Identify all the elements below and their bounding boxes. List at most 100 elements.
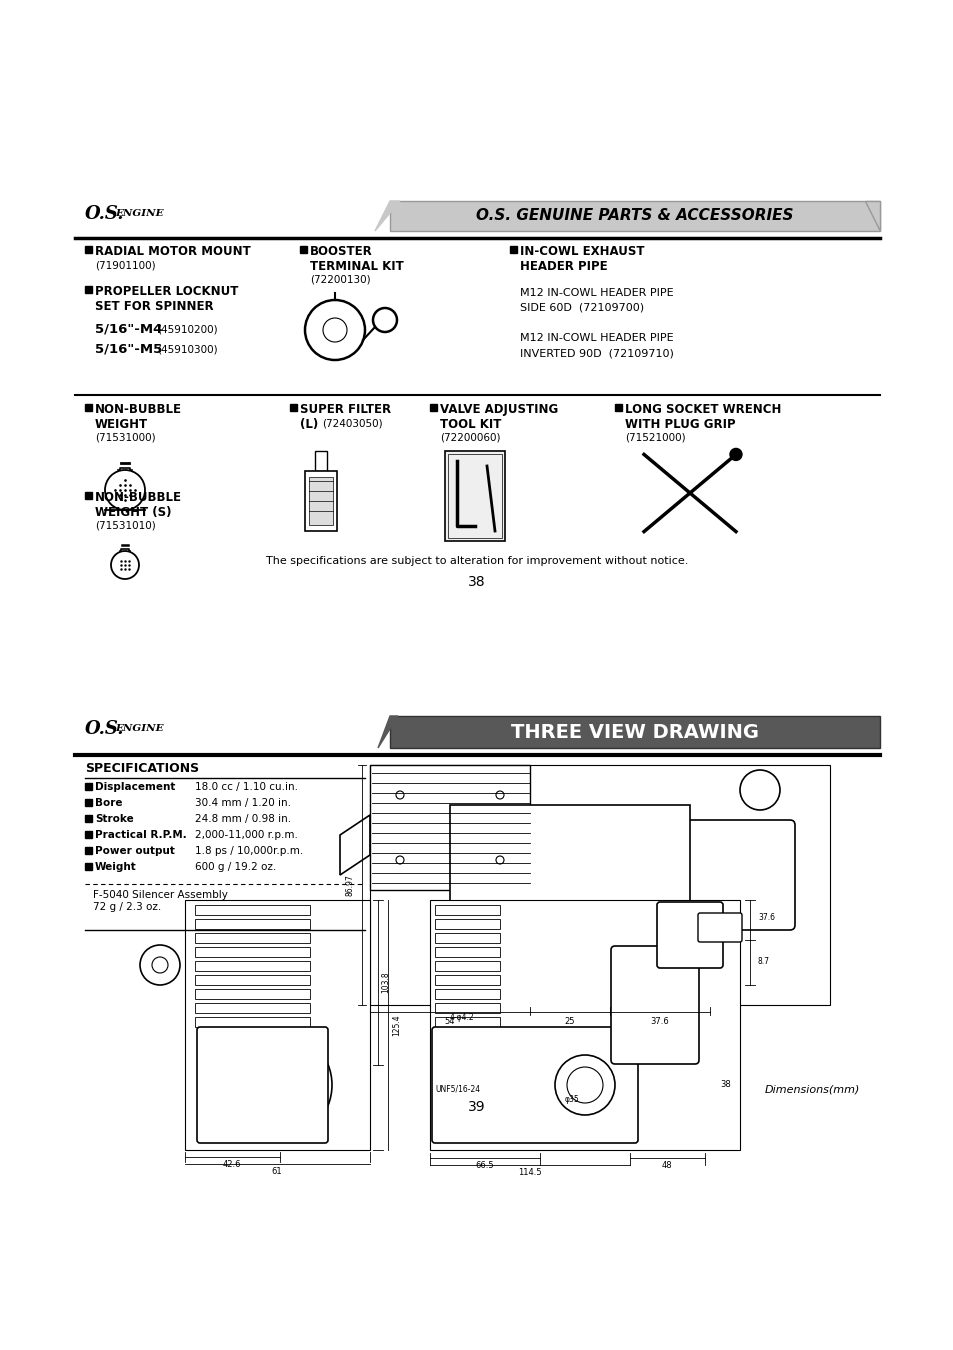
Text: (45910200): (45910200) xyxy=(157,325,217,335)
Text: UNF5/16-24: UNF5/16-24 xyxy=(435,1085,479,1094)
Text: 25: 25 xyxy=(564,1017,575,1026)
Text: 8.7: 8.7 xyxy=(758,957,769,967)
Bar xyxy=(85,815,91,822)
Text: SET FOR SPINNER: SET FOR SPINNER xyxy=(95,300,213,313)
FancyBboxPatch shape xyxy=(657,902,722,968)
Text: 48: 48 xyxy=(661,1161,672,1170)
Bar xyxy=(85,246,91,252)
FancyBboxPatch shape xyxy=(435,933,499,944)
Text: Stroke: Stroke xyxy=(95,814,133,824)
Text: Weight: Weight xyxy=(95,863,136,872)
Text: (L): (L) xyxy=(299,418,318,431)
Text: 2,000-11,000 r.p.m.: 2,000-11,000 r.p.m. xyxy=(194,830,297,840)
Text: 30.4 mm / 1.20 in.: 30.4 mm / 1.20 in. xyxy=(194,798,291,809)
Text: 114.5: 114.5 xyxy=(517,1168,541,1177)
Text: O.S. GENUINE PARTS & ACCESSORIES: O.S. GENUINE PARTS & ACCESSORIES xyxy=(476,208,793,224)
Text: 600 g / 19.2 oz.: 600 g / 19.2 oz. xyxy=(194,863,276,872)
FancyBboxPatch shape xyxy=(435,961,499,971)
Text: M12 IN-COWL HEADER PIPE: M12 IN-COWL HEADER PIPE xyxy=(519,288,673,298)
Text: (72403050): (72403050) xyxy=(322,418,382,429)
Text: LONG SOCKET WRENCH: LONG SOCKET WRENCH xyxy=(624,404,781,416)
FancyBboxPatch shape xyxy=(435,975,499,985)
FancyBboxPatch shape xyxy=(432,1027,638,1143)
Text: O.S.: O.S. xyxy=(85,205,125,223)
FancyBboxPatch shape xyxy=(305,471,336,531)
Text: NON-BUBBLE: NON-BUBBLE xyxy=(95,491,182,504)
Text: NON-BUBBLE: NON-BUBBLE xyxy=(95,404,182,416)
Text: TOOL KIT: TOOL KIT xyxy=(439,418,501,431)
Text: 24.8 mm / 0.98 in.: 24.8 mm / 0.98 in. xyxy=(194,814,291,824)
FancyBboxPatch shape xyxy=(390,716,879,748)
FancyBboxPatch shape xyxy=(185,900,370,1150)
Text: (72200130): (72200130) xyxy=(310,275,370,285)
FancyBboxPatch shape xyxy=(444,451,504,541)
FancyBboxPatch shape xyxy=(194,975,310,985)
Text: 38: 38 xyxy=(468,575,485,589)
FancyBboxPatch shape xyxy=(390,201,879,231)
Text: 61: 61 xyxy=(272,1166,282,1176)
FancyBboxPatch shape xyxy=(194,946,310,957)
Text: (71531000): (71531000) xyxy=(95,433,155,443)
Bar xyxy=(85,846,91,855)
Text: 5/16"-M5: 5/16"-M5 xyxy=(95,343,162,356)
FancyBboxPatch shape xyxy=(314,451,327,471)
FancyBboxPatch shape xyxy=(196,1027,328,1143)
Text: VALVE ADJUSTING: VALVE ADJUSTING xyxy=(439,404,558,416)
FancyBboxPatch shape xyxy=(450,805,689,965)
Text: 37.6: 37.6 xyxy=(650,1017,669,1026)
Text: 42.6: 42.6 xyxy=(222,1160,241,1169)
Bar xyxy=(85,783,91,790)
Text: RADIAL MOTOR MOUNT: RADIAL MOTOR MOUNT xyxy=(95,244,251,258)
FancyBboxPatch shape xyxy=(435,1017,499,1027)
Text: 5/16"-M4: 5/16"-M4 xyxy=(95,323,162,336)
Bar xyxy=(85,832,91,838)
Text: 86.97: 86.97 xyxy=(346,875,355,896)
Text: WEIGHT (S): WEIGHT (S) xyxy=(95,506,172,518)
FancyBboxPatch shape xyxy=(309,477,333,525)
Text: (71521000): (71521000) xyxy=(624,433,685,443)
FancyBboxPatch shape xyxy=(610,946,699,1064)
Bar xyxy=(615,404,621,410)
Bar xyxy=(85,863,91,869)
Text: WITH PLUG GRIP: WITH PLUG GRIP xyxy=(624,418,735,431)
Polygon shape xyxy=(375,201,399,231)
Text: Displacement: Displacement xyxy=(95,782,175,792)
Bar xyxy=(510,246,517,252)
FancyBboxPatch shape xyxy=(435,1003,499,1012)
FancyBboxPatch shape xyxy=(194,1003,310,1012)
FancyBboxPatch shape xyxy=(194,990,310,999)
Bar xyxy=(85,404,91,410)
FancyBboxPatch shape xyxy=(435,919,499,929)
FancyBboxPatch shape xyxy=(370,765,530,890)
Text: ENGINE: ENGINE xyxy=(115,209,163,217)
Circle shape xyxy=(729,448,741,460)
Text: The specifications are subject to alteration for improvement without notice.: The specifications are subject to altera… xyxy=(266,556,687,566)
FancyBboxPatch shape xyxy=(194,933,310,944)
Text: SPECIFICATIONS: SPECIFICATIONS xyxy=(85,761,199,775)
Text: (71901100): (71901100) xyxy=(95,261,155,270)
Text: (45910300): (45910300) xyxy=(157,346,217,355)
Text: BOOSTER: BOOSTER xyxy=(310,244,373,258)
Text: TERMINAL KIT: TERMINAL KIT xyxy=(310,261,403,273)
FancyBboxPatch shape xyxy=(698,913,741,942)
Text: 103.8: 103.8 xyxy=(380,971,390,992)
Text: 1.8 ps / 10,000r.p.m.: 1.8 ps / 10,000r.p.m. xyxy=(194,846,303,856)
Text: ENGINE: ENGINE xyxy=(115,724,163,733)
FancyBboxPatch shape xyxy=(194,904,310,915)
Text: INVERTED 90D  (72109710): INVERTED 90D (72109710) xyxy=(519,348,673,358)
Bar xyxy=(85,799,91,806)
Bar xyxy=(85,286,91,293)
Polygon shape xyxy=(864,201,879,231)
FancyBboxPatch shape xyxy=(194,961,310,971)
Text: Bore: Bore xyxy=(95,798,122,809)
Bar xyxy=(430,404,436,410)
Bar xyxy=(290,404,296,410)
Text: SUPER FILTER: SUPER FILTER xyxy=(299,404,391,416)
Text: 18.0 cc / 1.10 cu.in.: 18.0 cc / 1.10 cu.in. xyxy=(194,782,297,792)
Bar xyxy=(85,491,91,500)
Text: Practical R.P.M.: Practical R.P.M. xyxy=(95,830,187,840)
Text: 38: 38 xyxy=(720,1080,730,1089)
Text: M12 IN-COWL HEADER PIPE: M12 IN-COWL HEADER PIPE xyxy=(519,333,673,343)
FancyBboxPatch shape xyxy=(435,990,499,999)
Text: PROPELLER LOCKNUT: PROPELLER LOCKNUT xyxy=(95,285,238,298)
